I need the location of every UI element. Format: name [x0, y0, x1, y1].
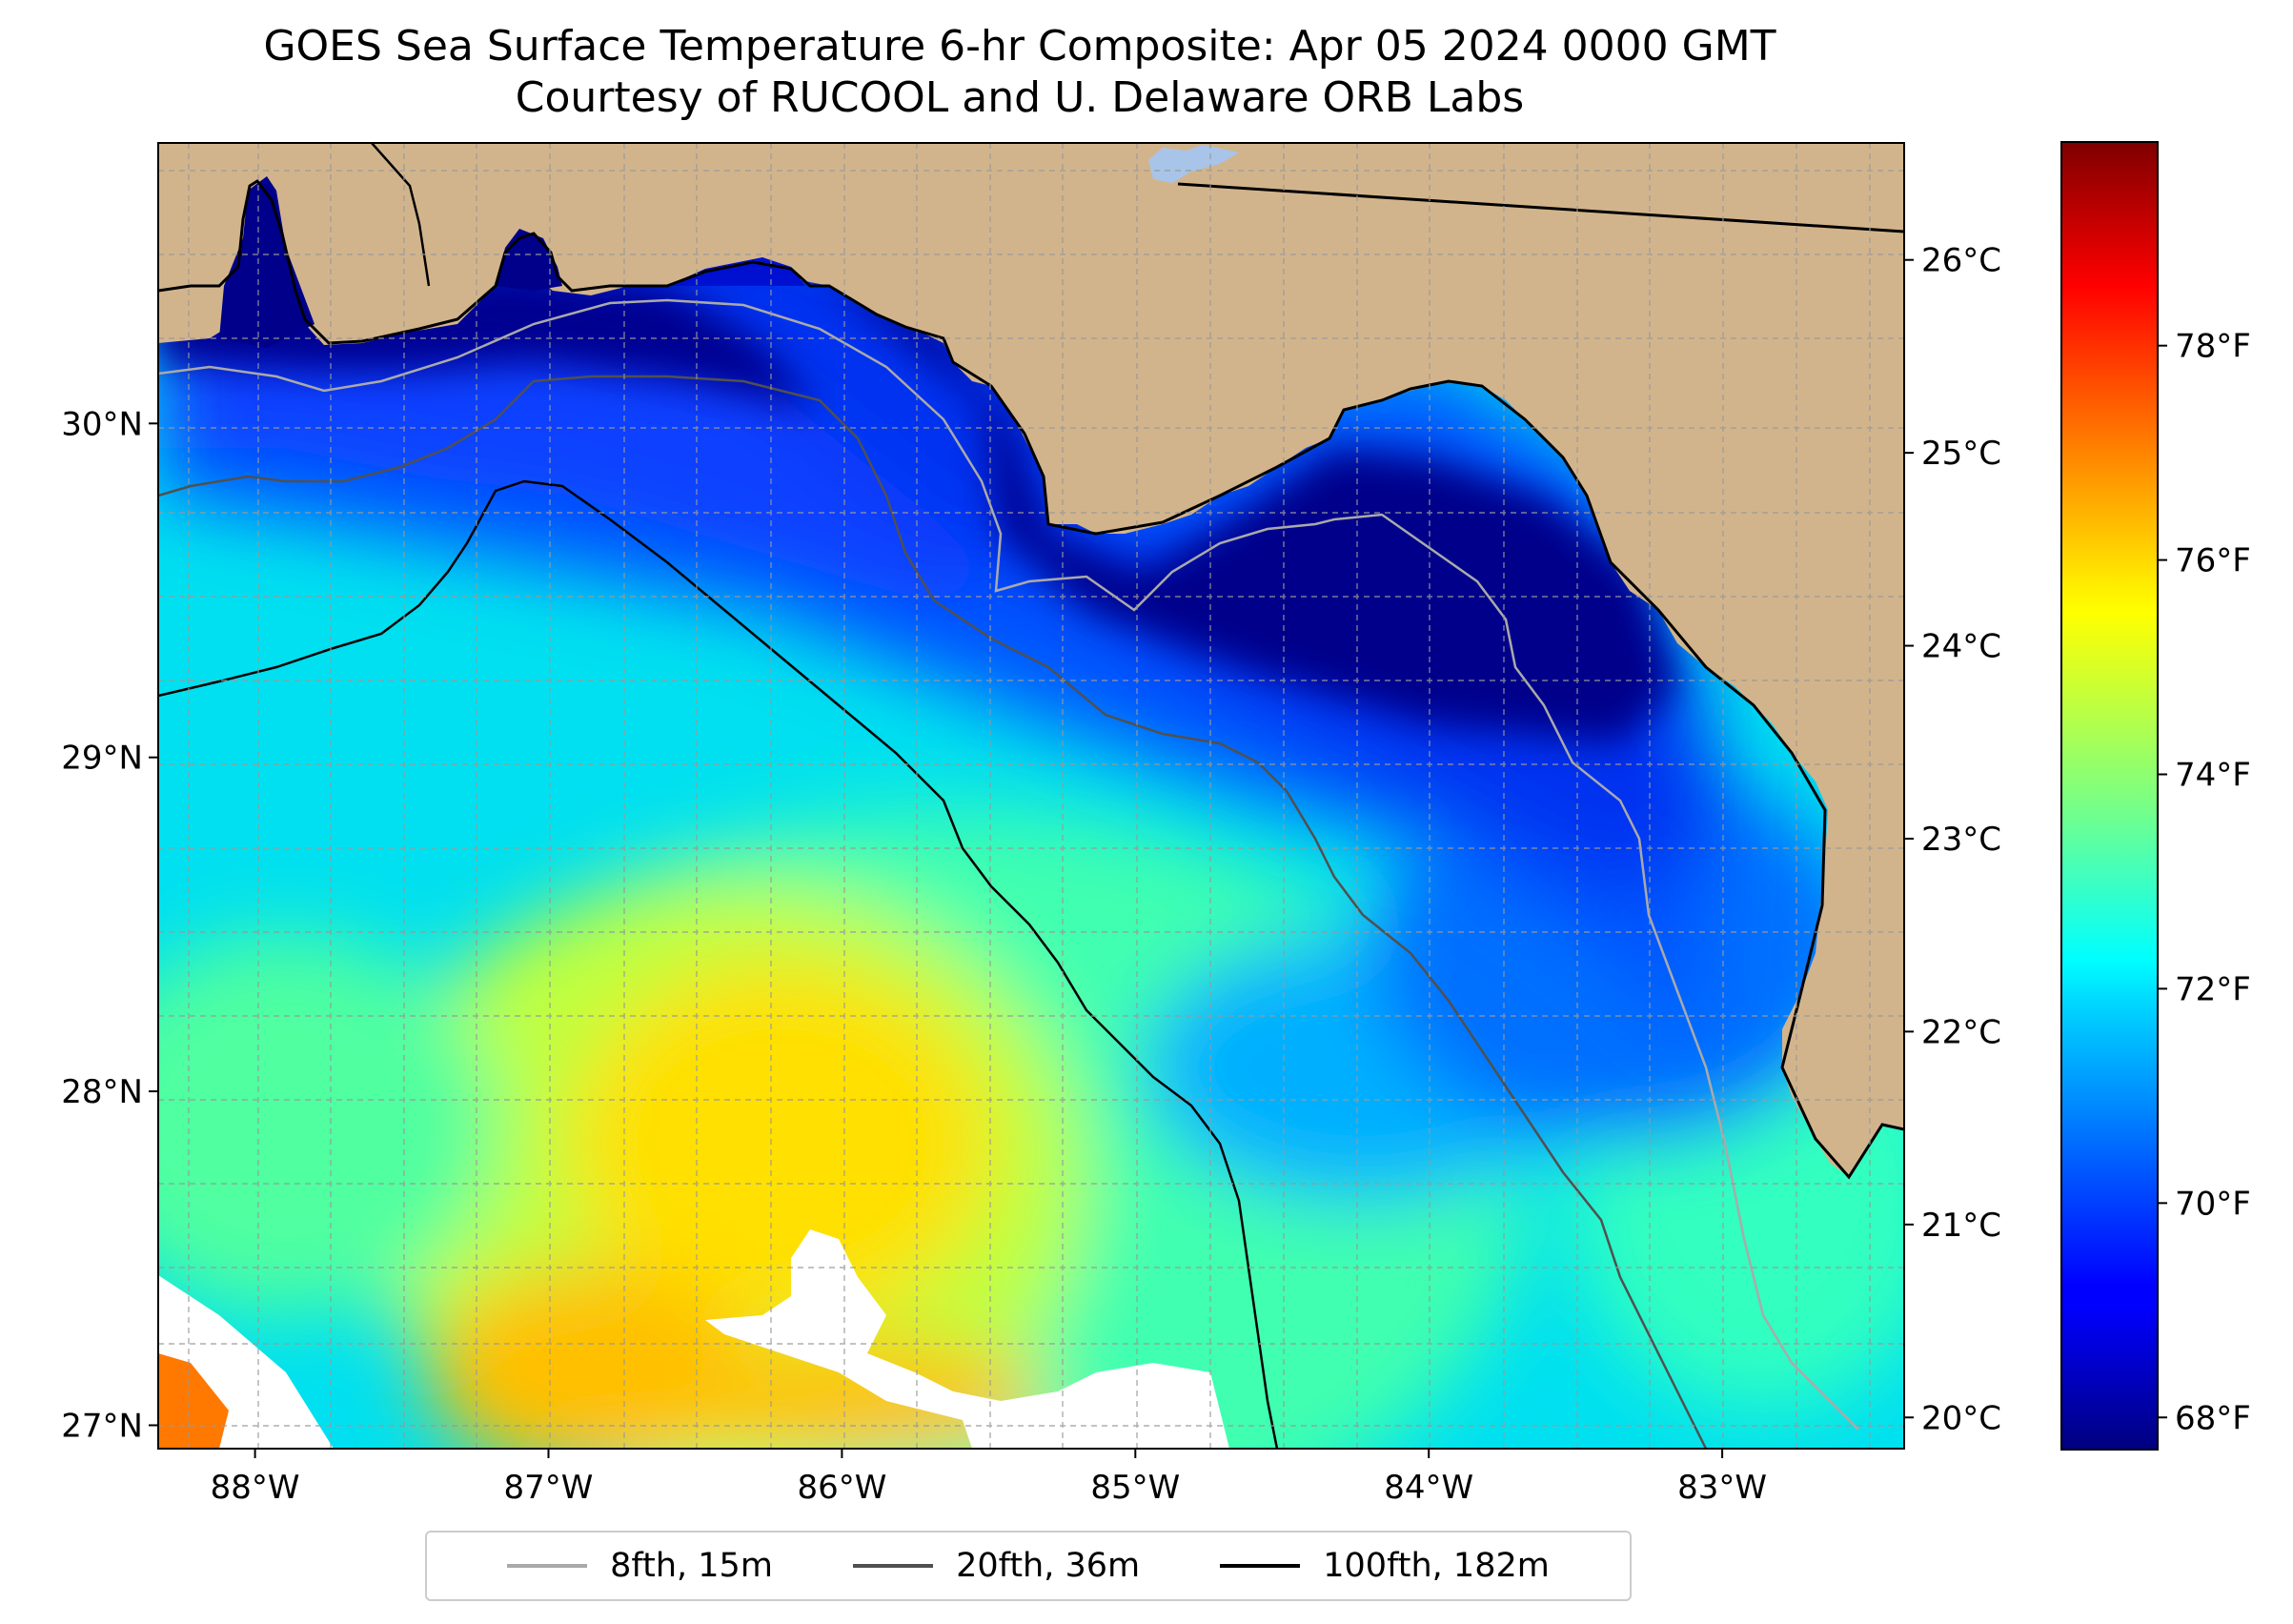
lake-seminole: [1148, 145, 1239, 183]
isobath-20fth: [158, 375, 1708, 1449]
legend-item-8fth: 8fth, 15m: [507, 1547, 773, 1585]
isobath-100fth: [158, 479, 1279, 1449]
lon-tick-label: 87°W: [504, 1469, 594, 1507]
warm-patch-sw: [158, 1353, 229, 1449]
legend-label-100fth: 100fth, 182m: [1323, 1547, 1550, 1585]
legend-label-8fth: 8fth, 15m: [610, 1547, 773, 1585]
lat-tick-label: 30°N: [61, 405, 143, 443]
c-tick-label: 22°C: [1921, 1013, 2001, 1051]
lon-tick-label: 88°W: [211, 1469, 300, 1507]
title-line-2: Courtesy of RUCOOL and U. Delaware ORB L…: [515, 73, 1525, 122]
f-tick-label: 74°F: [2175, 757, 2251, 795]
f-tick-label: 78°F: [2175, 328, 2251, 366]
c-tick-label: 25°C: [1921, 435, 2001, 473]
coastline: [158, 178, 1904, 1180]
f-tick-label: 76°F: [2175, 542, 2251, 580]
lon-tick-label: 86°W: [797, 1469, 886, 1507]
longitude-axis: 88°W 87°W 86°W 85°W 84°W 83°W: [211, 1449, 1767, 1507]
lon-tick-label: 85°W: [1090, 1469, 1180, 1507]
legend-label-20fth: 20fth, 36m: [956, 1547, 1141, 1585]
gridlines: [158, 143, 1904, 1449]
c-tick-label: 26°C: [1921, 242, 2001, 280]
legend-line-100fth: [1220, 1564, 1301, 1568]
f-tick-label: 70°F: [2175, 1185, 2251, 1223]
lat-tick-label: 28°N: [61, 1073, 143, 1111]
f-tick-label: 68°F: [2175, 1399, 2251, 1437]
isobath-8fth: [158, 298, 1859, 1431]
colorbar: [2060, 141, 2159, 1451]
land: [158, 143, 1904, 1177]
map-frame: [157, 142, 1905, 1450]
isobath-legend: 8fth, 15m 20fth, 36m 100fth, 182m: [425, 1531, 1632, 1601]
lat-tick-label: 29°N: [61, 740, 143, 778]
c-tick-label: 21°C: [1921, 1207, 2001, 1245]
lat-tick-label: 27°N: [61, 1407, 143, 1445]
c-tick-label: 23°C: [1921, 821, 2001, 859]
c-tick-label: 24°C: [1921, 628, 2001, 666]
map-title: GOES Sea Surface Temperature 6-hr Compos…: [0, 21, 2039, 124]
c-tick-label: 20°C: [1921, 1399, 2001, 1437]
legend-item-100fth: 100fth, 182m: [1220, 1547, 1550, 1585]
f-tick-label: 72°F: [2175, 970, 2251, 1008]
title-line-1: GOES Sea Surface Temperature 6-hr Compos…: [263, 22, 1776, 71]
colorbar-fahrenheit-axis: 68°F 70°F 72°F 74°F 76°F 78°F: [2158, 328, 2251, 1437]
legend-line-20fth: [853, 1564, 934, 1568]
lon-tick-label: 83°W: [1677, 1469, 1767, 1507]
latitude-axis: 30°N 29°N 28°N 27°N: [61, 405, 158, 1445]
legend-item-20fth: 20fth, 36m: [853, 1547, 1140, 1585]
legend-line-8fth: [507, 1564, 588, 1568]
lon-tick-label: 84°W: [1384, 1469, 1473, 1507]
colorbar-celsius-axis: 20°C 21°C 22°C 23°C 24°C 25°C 26°C: [1904, 242, 2001, 1437]
state-border-fl-ga: [1177, 182, 1904, 233]
no-data-patch-south: [705, 1229, 1229, 1449]
